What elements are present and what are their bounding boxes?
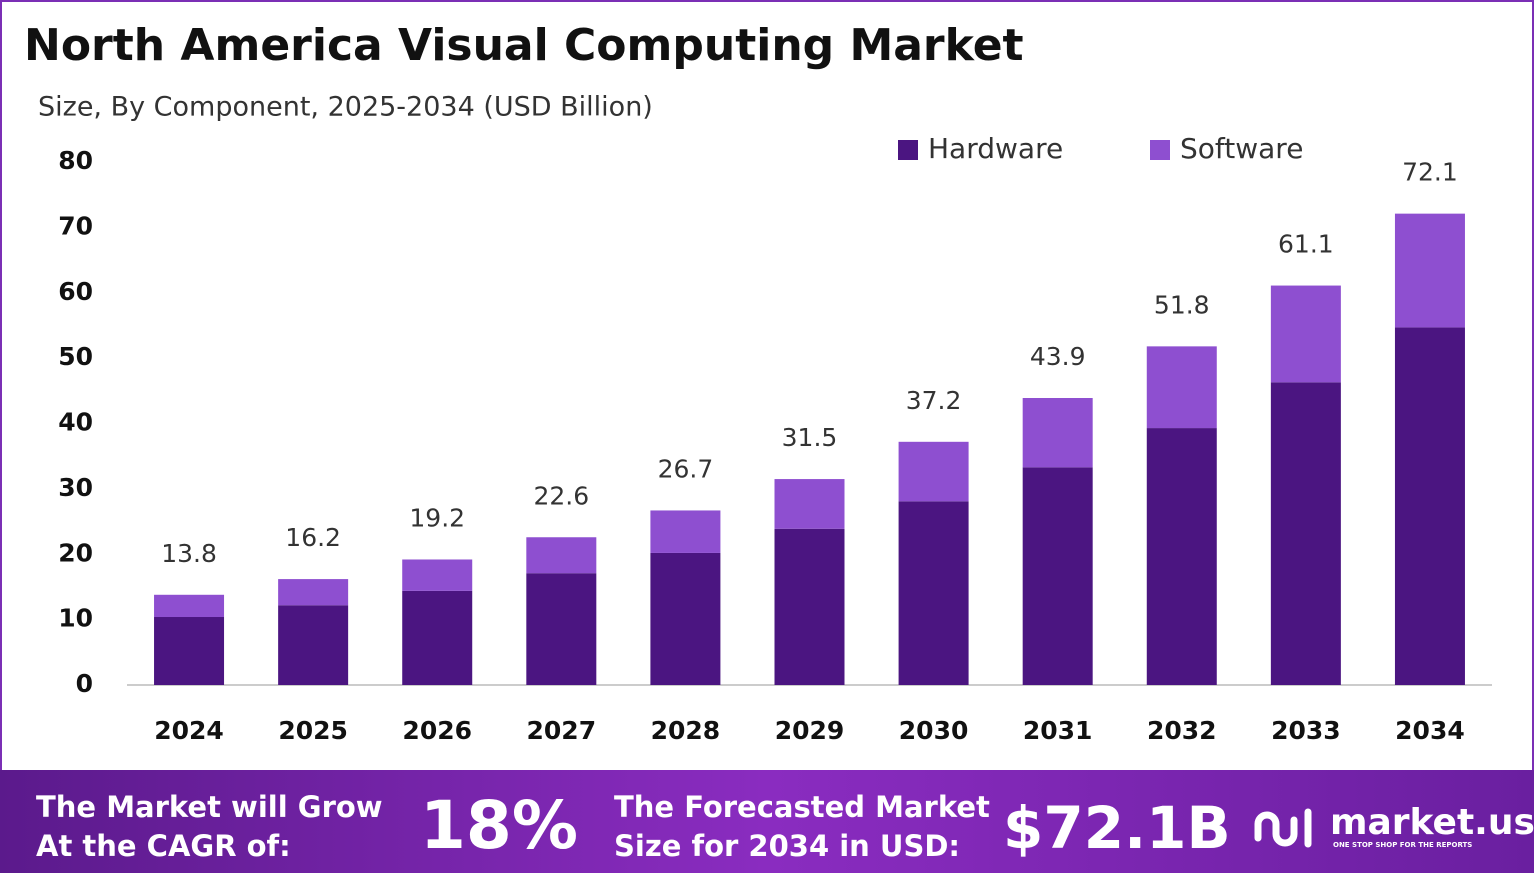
total-label: 13.8	[161, 539, 217, 568]
bar-segment	[526, 573, 597, 685]
total-label: 43.9	[1030, 342, 1086, 371]
bar-segment	[650, 510, 721, 553]
footer-text: The Market will Grow	[36, 790, 383, 824]
y-tick-label: 30	[58, 473, 93, 502]
bar-segment	[1270, 382, 1341, 685]
x-tick-label: 2026	[402, 716, 472, 745]
bar-segment	[650, 552, 721, 685]
x-tick-label: 2032	[1147, 716, 1217, 745]
total-label: 22.6	[533, 481, 589, 510]
x-tick-label: 2034	[1395, 716, 1465, 745]
y-tick-label: 10	[58, 604, 93, 633]
x-tick-label: 2029	[775, 716, 845, 745]
legend-swatch	[898, 140, 918, 160]
footer-text: Size for 2034 in USD:	[614, 829, 960, 863]
y-tick-label: 20	[58, 538, 93, 567]
total-label: 37.2	[906, 386, 962, 415]
x-tick-label: 2031	[1023, 716, 1093, 745]
bar-segment	[774, 479, 845, 529]
y-tick-label: 60	[58, 277, 93, 306]
brand-name: market.us	[1330, 802, 1534, 843]
total-label: 72.1	[1402, 158, 1458, 187]
x-tick-label: 2024	[154, 716, 224, 745]
bar-segment	[1146, 346, 1217, 429]
footer-value: $72.1B	[1003, 794, 1231, 862]
chart-subtitle: Size, By Component, 2025-2034 (USD Billi…	[38, 92, 653, 123]
total-label: 61.1	[1278, 230, 1334, 259]
footer-text: At the CAGR of:	[36, 829, 291, 863]
x-tick-label: 2028	[651, 716, 721, 745]
chart-title: North America Visual Computing Market	[24, 20, 1024, 71]
x-tick-label: 2033	[1271, 716, 1341, 745]
bar-segment	[1394, 213, 1465, 328]
y-tick-label: 70	[58, 211, 93, 240]
total-label: 26.7	[658, 454, 714, 483]
legend-label: Hardware	[928, 132, 1063, 165]
bar-segment	[154, 617, 225, 685]
y-tick-label: 80	[58, 146, 93, 175]
y-tick-label: 0	[76, 669, 93, 698]
bar-segment	[774, 528, 845, 685]
bar-segment	[278, 605, 349, 685]
bar-segment	[1022, 467, 1093, 685]
bar-segment	[526, 537, 597, 574]
total-label: 16.2	[285, 523, 341, 552]
y-tick-label: 40	[58, 408, 93, 437]
brand-logo	[1254, 808, 1312, 848]
bar-segment	[402, 590, 473, 685]
bar-segment	[898, 441, 969, 502]
legend-label: Software	[1180, 132, 1303, 165]
footer-text: The Forecasted Market	[614, 790, 990, 824]
brand-tagline: ONE STOP SHOP FOR THE REPORTS	[1333, 841, 1472, 849]
bar-segment	[154, 594, 225, 618]
bar-segment	[1146, 428, 1217, 685]
bar-segment	[1394, 327, 1465, 685]
bar-segment	[402, 559, 473, 591]
x-tick-label: 2030	[899, 716, 969, 745]
bar-segment	[1270, 285, 1341, 383]
total-label: 51.8	[1154, 290, 1210, 319]
total-label: 31.5	[782, 423, 838, 452]
bar-segment	[1022, 398, 1093, 468]
bar-segment	[898, 501, 969, 685]
total-label: 19.2	[409, 503, 465, 532]
x-tick-label: 2025	[278, 716, 348, 745]
legend-swatch	[1150, 140, 1170, 160]
footer-value: 18%	[420, 787, 578, 864]
bar-segment	[278, 579, 349, 606]
y-tick-label: 50	[58, 342, 93, 371]
x-tick-label: 2027	[527, 716, 597, 745]
